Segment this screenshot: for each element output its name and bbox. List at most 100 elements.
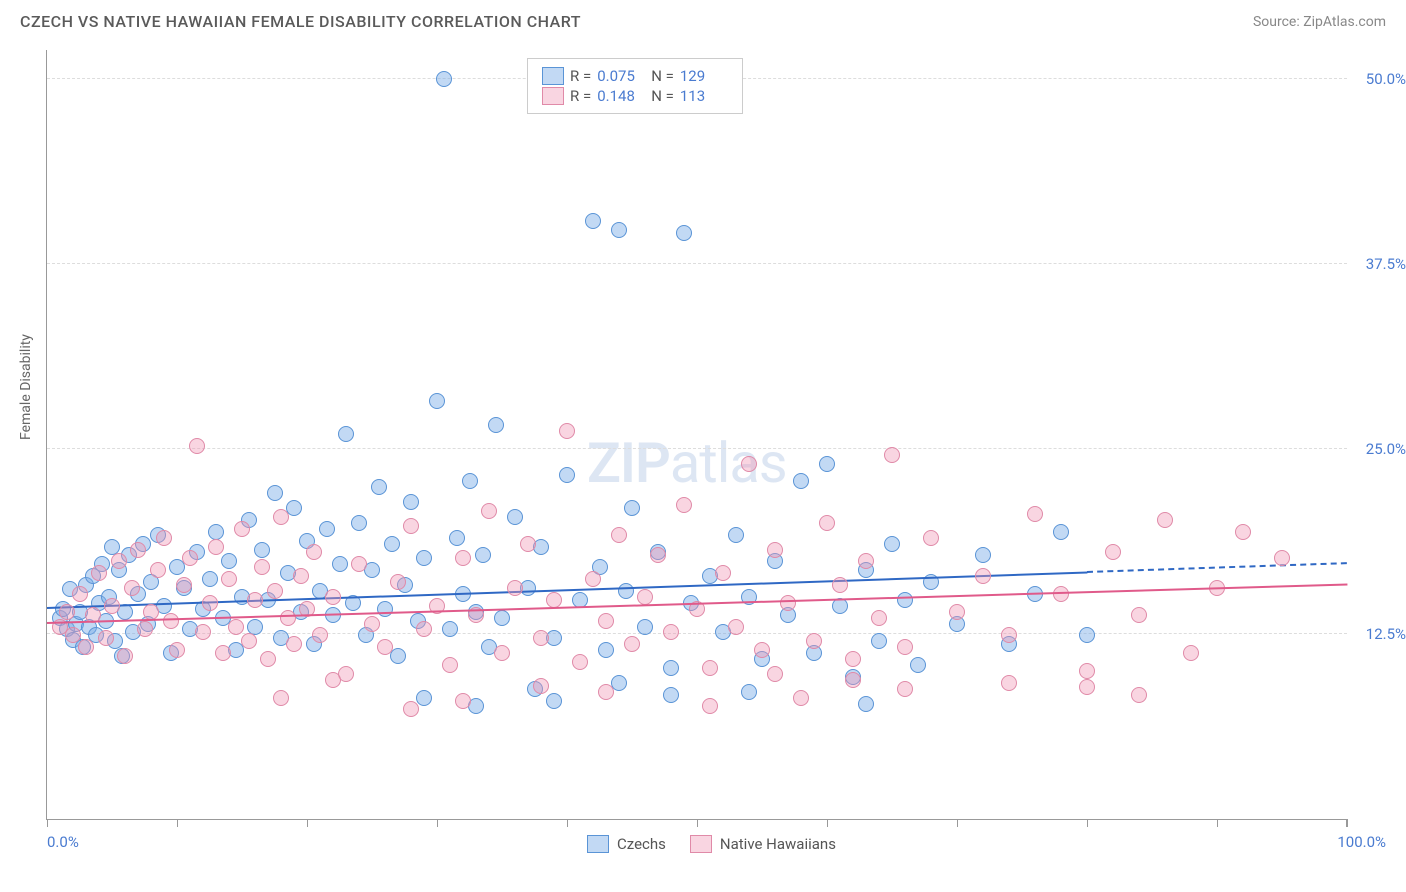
data-point	[650, 547, 666, 563]
data-point	[91, 565, 107, 581]
legend-label: Native Hawaiians	[720, 835, 836, 853]
data-point	[507, 509, 523, 525]
data-point	[332, 556, 348, 572]
data-point	[202, 571, 218, 587]
data-point	[260, 651, 276, 667]
data-point	[202, 595, 218, 611]
x-axis-max-label: 100.0%	[1337, 833, 1386, 851]
x-tick	[47, 819, 48, 827]
data-point	[221, 553, 237, 569]
y-tick-label: 12.5%	[1366, 625, 1406, 643]
x-tick	[697, 819, 698, 827]
data-point	[403, 494, 419, 510]
data-point	[325, 672, 341, 688]
data-point	[767, 542, 783, 558]
data-point	[390, 648, 406, 664]
data-point	[280, 610, 296, 626]
data-point	[780, 595, 796, 611]
data-point	[1079, 627, 1095, 643]
legend-series: Czechs Native Hawaiians	[587, 835, 836, 853]
data-point	[793, 473, 809, 489]
legend-n-value: 129	[680, 67, 728, 85]
x-tick	[437, 819, 438, 827]
data-point	[897, 592, 913, 608]
data-point	[130, 542, 146, 558]
data-point	[676, 497, 692, 513]
data-point	[507, 580, 523, 596]
legend-n-value: 113	[680, 87, 728, 105]
x-tick	[827, 819, 828, 827]
data-point	[637, 619, 653, 635]
data-point	[676, 225, 692, 241]
data-point	[618, 583, 634, 599]
gridline	[47, 448, 1347, 449]
legend-item: Native Hawaiians	[690, 835, 836, 853]
data-point	[228, 619, 244, 635]
data-point	[624, 500, 640, 516]
data-point	[475, 547, 491, 563]
trend-line-dashed	[1087, 562, 1347, 573]
data-point	[494, 610, 510, 626]
data-point	[663, 624, 679, 640]
legend-n-label: N =	[651, 87, 674, 105]
data-point	[325, 589, 341, 605]
data-point	[455, 550, 471, 566]
data-point	[189, 438, 205, 454]
data-point	[163, 613, 179, 629]
data-point	[806, 633, 822, 649]
x-axis-min-label: 0.0%	[47, 833, 79, 851]
legend-r-label: R =	[570, 67, 591, 85]
data-point	[897, 639, 913, 655]
data-point	[208, 524, 224, 540]
data-point	[488, 417, 504, 433]
data-point	[455, 693, 471, 709]
data-point	[111, 553, 127, 569]
data-point	[1183, 645, 1199, 661]
data-point	[1235, 524, 1251, 540]
chart-title: CZECH VS NATIVE HAWAIIAN FEMALE DISABILI…	[20, 12, 581, 31]
data-point	[1131, 687, 1147, 703]
legend-label: Czechs	[617, 835, 666, 853]
data-point	[975, 547, 991, 563]
data-point	[104, 598, 120, 614]
data-point	[371, 479, 387, 495]
data-point	[728, 619, 744, 635]
data-point	[247, 619, 263, 635]
data-point	[377, 601, 393, 617]
data-point	[98, 630, 114, 646]
data-point	[442, 657, 458, 673]
data-point	[384, 536, 400, 552]
data-point	[273, 509, 289, 525]
legend-stat-row: R =0.148N =113	[542, 87, 728, 105]
data-point	[208, 539, 224, 555]
x-tick	[1347, 819, 1348, 827]
data-point	[286, 636, 302, 652]
data-point	[59, 604, 75, 620]
watermark-bold: ZIP	[587, 430, 670, 496]
data-point	[351, 556, 367, 572]
data-point	[611, 527, 627, 543]
data-point	[702, 698, 718, 714]
data-point	[585, 571, 601, 587]
data-point	[559, 467, 575, 483]
data-point	[871, 610, 887, 626]
data-point	[832, 577, 848, 593]
legend-swatch	[587, 835, 609, 853]
y-tick-label: 25.0%	[1366, 440, 1406, 458]
data-point	[624, 636, 640, 652]
data-point	[319, 521, 335, 537]
data-point	[124, 580, 140, 596]
data-point	[598, 684, 614, 700]
legend-item: Czechs	[587, 835, 666, 853]
data-point	[572, 654, 588, 670]
data-point	[364, 616, 380, 632]
data-point	[910, 657, 926, 673]
data-point	[871, 633, 887, 649]
data-point	[1053, 524, 1069, 540]
x-tick	[1087, 819, 1088, 827]
data-point	[702, 660, 718, 676]
data-point	[351, 515, 367, 531]
x-tick	[307, 819, 308, 827]
y-tick-label: 37.5%	[1366, 255, 1406, 273]
data-point	[663, 660, 679, 676]
